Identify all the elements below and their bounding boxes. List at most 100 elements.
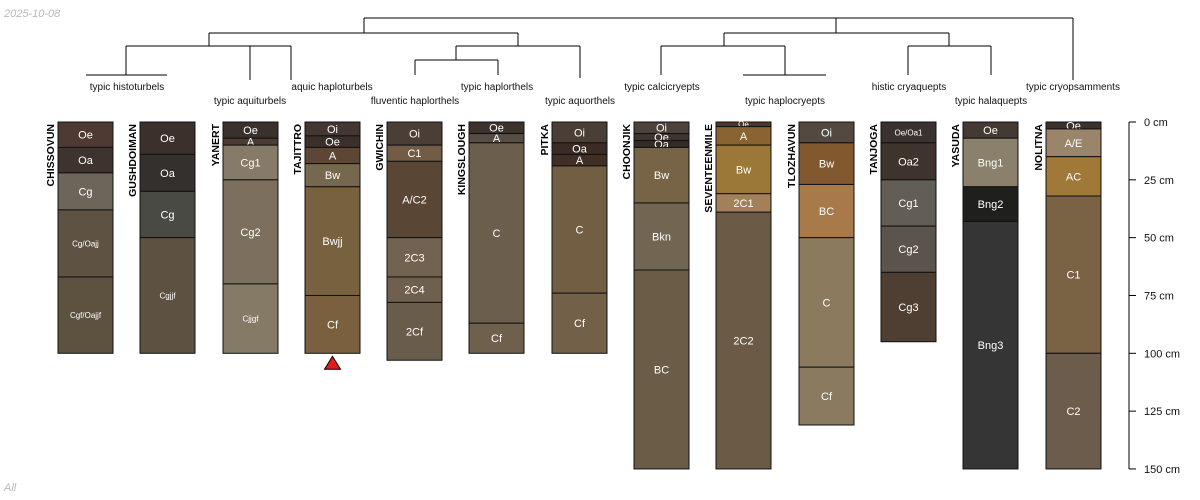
subset-label: All	[4, 482, 17, 494]
soil-profile: Oe A Bw 2C1 2C2 SEVENTEENMILE	[703, 120, 772, 470]
horizon	[798, 183, 855, 239]
profile-id: TLOZHAVUN	[786, 124, 798, 188]
horizon	[139, 190, 196, 239]
profile-id: GUSHDOIMAN	[127, 124, 139, 197]
horizon-label: C	[823, 297, 831, 309]
taxon-label: typic histoturbels	[90, 82, 164, 93]
axis-tick-label: 0 cm	[1144, 117, 1168, 129]
horizon	[1045, 128, 1102, 158]
horizon-label: Bng1	[978, 157, 1004, 169]
horizon	[880, 271, 937, 343]
horizon	[633, 202, 690, 271]
soil-profiles: Oe Oa Cg Cg/Oajj Cgf/Oajjf CHISSOVUN Oe Oa Cg Cgj…	[45, 120, 1102, 470]
horizon	[962, 220, 1019, 470]
horizon-label: 2C3	[404, 252, 424, 264]
horizon-label: Cg2	[898, 244, 918, 256]
horizon	[798, 142, 855, 185]
axis-tick-label: 75 cm	[1144, 290, 1174, 302]
horizon-label: 2Cf	[406, 326, 424, 338]
horizon-label: Cg/Oajj	[72, 239, 99, 248]
axis-tick-label: 100 cm	[1144, 348, 1180, 360]
profile-id: TAJITTRO	[292, 124, 304, 175]
horizon	[222, 144, 279, 181]
horizon-label: A	[576, 155, 584, 167]
horizon-label: Bng2	[978, 199, 1004, 211]
profile-id: GWICHIN	[374, 124, 386, 171]
horizon	[798, 366, 855, 426]
horizon-label: Oe	[983, 125, 998, 137]
horizon-label: Oa	[78, 155, 94, 167]
horizon	[633, 269, 690, 470]
horizon	[386, 301, 443, 361]
profile-id: CHOONJIK	[621, 124, 633, 180]
horizon-label: Oi	[409, 129, 420, 141]
horizon-label: Bwjj	[322, 236, 342, 248]
horizon	[222, 179, 279, 285]
horizon-label: Cgf/Oajjf	[70, 311, 102, 320]
horizon	[880, 225, 937, 273]
horizon	[551, 165, 608, 294]
horizon-label: Oa	[572, 144, 588, 156]
horizon-label: Cf	[821, 391, 833, 403]
horizon-label: Bw	[736, 164, 751, 176]
taxon-label: typic halaquepts	[955, 96, 1027, 107]
horizon-label: C1	[1066, 270, 1080, 282]
horizon-label: BC	[654, 364, 669, 376]
horizon-label: A/C2	[402, 194, 426, 206]
horizon	[798, 237, 855, 368]
horizon-label: Oe	[160, 133, 175, 145]
axis-tick-label: 50 cm	[1144, 233, 1174, 245]
horizon	[715, 211, 772, 470]
horizon-label: Oa	[160, 168, 176, 180]
soil-profile: Oe Oa Cg Cgjjf GUSHDOIMAN	[127, 121, 196, 354]
horizon-label: Bw	[654, 170, 669, 182]
horizon-label: AC	[1066, 171, 1081, 183]
horizon-label: 2C4	[404, 285, 424, 297]
horizon	[468, 322, 525, 354]
horizon-label: A	[740, 131, 748, 143]
horizon	[633, 146, 690, 204]
horizon-label: Bkn	[652, 231, 671, 243]
taxon-label: histic cryaquepts	[872, 82, 946, 93]
horizon-label: C	[493, 228, 501, 240]
horizon-label: C	[576, 225, 584, 237]
horizon-label: Oi	[656, 123, 667, 135]
soil-profile: OeA C Cf KINGSLOUGH	[456, 121, 525, 354]
soil-profile: Oi C1 A/C2 2C3 2C4 2Cf GWICHIN	[374, 121, 443, 361]
horizon-label: Oi	[821, 127, 832, 139]
horizon-label: Oi	[574, 127, 585, 139]
taxon-label: typic calcicryepts	[624, 82, 700, 93]
taxon-label: typic aquorthels	[545, 96, 615, 107]
horizon-label: Cg1	[240, 157, 260, 169]
horizon-label: Cg1	[898, 198, 918, 210]
horizon-label: Cg2	[240, 227, 260, 239]
horizon	[222, 283, 279, 354]
horizon-label: Oe/Oa1	[894, 128, 923, 137]
horizon	[1045, 352, 1102, 470]
horizon-label: Oe	[78, 130, 93, 142]
profile-id: YANERT	[210, 123, 222, 166]
horizon	[139, 153, 196, 192]
soil-profile: Oe Bng1 Bng2 Bng3 YASUDA	[950, 121, 1019, 470]
horizon	[386, 276, 443, 303]
horizon-label: Cg	[160, 209, 174, 221]
horizon	[551, 292, 608, 354]
horizon-label: Cf	[574, 318, 586, 330]
depth-axis: 0 cm 25 cm 50 cm 75 cm 100 cm 125 cm 150 cm	[1128, 117, 1180, 476]
horizon-label: C1	[407, 148, 421, 160]
horizon-label: Oi	[327, 124, 338, 136]
horizon-label: Cjjgf	[242, 314, 259, 323]
horizon-label: A	[493, 133, 501, 145]
horizon-label: Oe	[489, 123, 504, 135]
horizon-label: Cg	[78, 186, 92, 198]
horizon-label: Oe	[738, 120, 749, 129]
taxon-label: typic haplorthels	[461, 82, 533, 93]
soil-profile: Oi OaA C Cf PITKA	[539, 121, 608, 354]
axis-tick-label: 25 cm	[1144, 175, 1174, 187]
profile-id: TANJOGA	[868, 124, 880, 175]
horizon-label: Oe	[325, 137, 340, 149]
taxon-label: typic cryopsamments	[1026, 82, 1120, 93]
